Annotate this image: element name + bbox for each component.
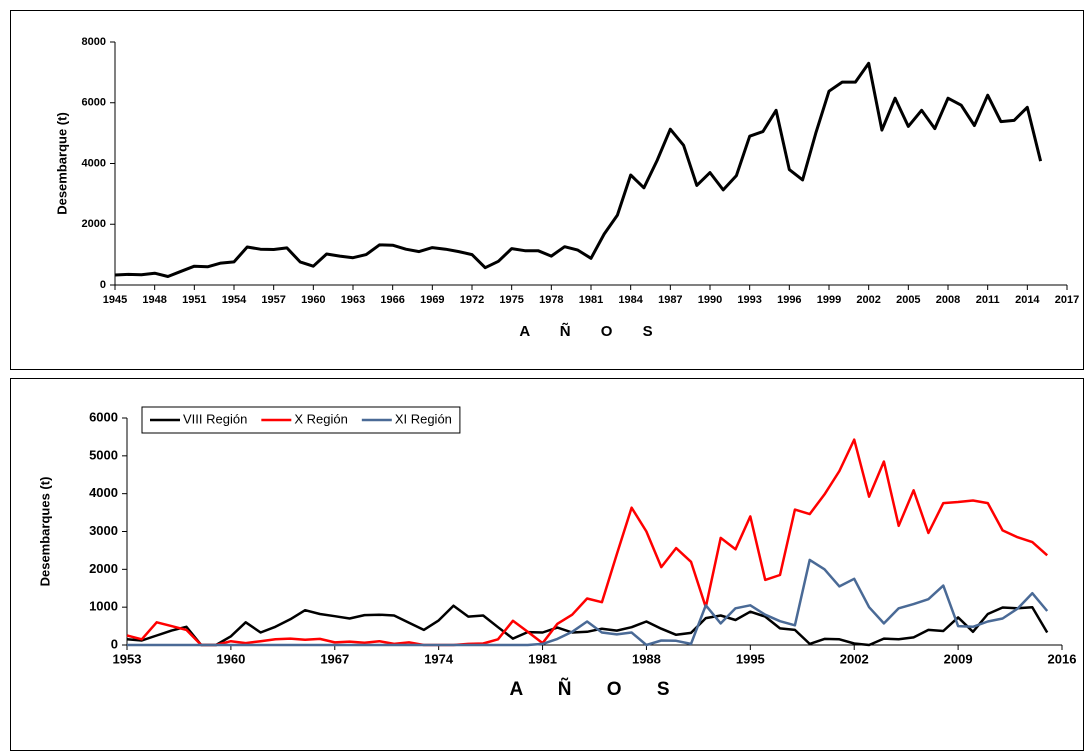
chart-frame bbox=[10, 10, 1084, 370]
x-tick-label: 1981 bbox=[579, 294, 603, 306]
legend-label: VIII Región bbox=[183, 411, 247, 426]
y-tick-label: 0 bbox=[111, 636, 118, 651]
x-tick-label: 2002 bbox=[856, 294, 880, 306]
y-tick-label: 5000 bbox=[89, 447, 118, 462]
legend-label: XI Región bbox=[395, 411, 452, 426]
y-tick-label: 2000 bbox=[82, 218, 106, 230]
x-tick-label: 2008 bbox=[936, 294, 960, 306]
x-tick-label: 1951 bbox=[182, 294, 206, 306]
y-axis-title: Desembarques (t) bbox=[37, 477, 52, 587]
data-line bbox=[127, 558, 1049, 647]
x-tick-label: 1972 bbox=[460, 294, 484, 306]
x-tick-label: 2005 bbox=[896, 294, 920, 306]
x-tick-label: 1984 bbox=[618, 294, 643, 306]
y-tick-label: 4000 bbox=[82, 157, 106, 169]
x-axis-title: A Ñ O S bbox=[519, 322, 652, 340]
x-tick-label: 1969 bbox=[420, 294, 444, 306]
x-tick-label: 1960 bbox=[216, 651, 245, 666]
x-tick-label: 1981 bbox=[528, 651, 557, 666]
x-tick-label: 1990 bbox=[698, 294, 722, 306]
y-tick-label: 2000 bbox=[89, 561, 118, 576]
x-tick-label: 2002 bbox=[840, 651, 869, 666]
y-tick-label: 6000 bbox=[89, 409, 118, 424]
x-tick-label: 1978 bbox=[539, 294, 563, 306]
x-tick-label: 1954 bbox=[222, 294, 247, 306]
x-tick-label: 1963 bbox=[341, 294, 365, 306]
x-tick-label: 1999 bbox=[817, 294, 841, 306]
x-tick-label: 1967 bbox=[320, 651, 349, 666]
y-axis-title: Desembarque (t) bbox=[54, 112, 69, 215]
y-tick-label: 6000 bbox=[82, 97, 106, 109]
x-tick-label: 1987 bbox=[658, 294, 682, 306]
x-tick-label: 1960 bbox=[301, 294, 325, 306]
x-tick-label: 1957 bbox=[261, 294, 285, 306]
x-tick-label: 1953 bbox=[113, 651, 142, 666]
x-tick-label: 1945 bbox=[103, 294, 127, 306]
x-tick-label: 2017 bbox=[1055, 294, 1079, 306]
y-tick-label: 0 bbox=[100, 279, 106, 291]
y-tick-label: 8000 bbox=[82, 36, 106, 48]
x-axis-title: A Ñ O S bbox=[509, 678, 669, 700]
x-tick-label: 2011 bbox=[976, 294, 1000, 306]
legend-box bbox=[141, 406, 461, 434]
x-tick-label: 2014 bbox=[1015, 294, 1040, 306]
x-tick-label: 1988 bbox=[632, 651, 661, 666]
legend-label: X Región bbox=[294, 411, 347, 426]
x-tick-label: 1975 bbox=[499, 294, 523, 306]
x-tick-label: 2016 bbox=[1048, 651, 1077, 666]
y-tick-label: 3000 bbox=[89, 523, 118, 538]
x-tick-label: 2009 bbox=[944, 651, 973, 666]
x-tick-label: 1948 bbox=[142, 294, 166, 306]
data-line bbox=[126, 438, 1049, 647]
x-tick-label: 1966 bbox=[380, 294, 404, 306]
x-tick-label: 1974 bbox=[424, 651, 454, 666]
y-tick-label: 1000 bbox=[89, 599, 118, 614]
x-tick-label: 1993 bbox=[737, 294, 761, 306]
data-line bbox=[126, 604, 1049, 647]
x-tick-label: 1995 bbox=[736, 651, 765, 666]
y-tick-label: 4000 bbox=[89, 485, 118, 500]
data-line bbox=[114, 61, 1043, 278]
x-tick-label: 1996 bbox=[777, 294, 801, 306]
